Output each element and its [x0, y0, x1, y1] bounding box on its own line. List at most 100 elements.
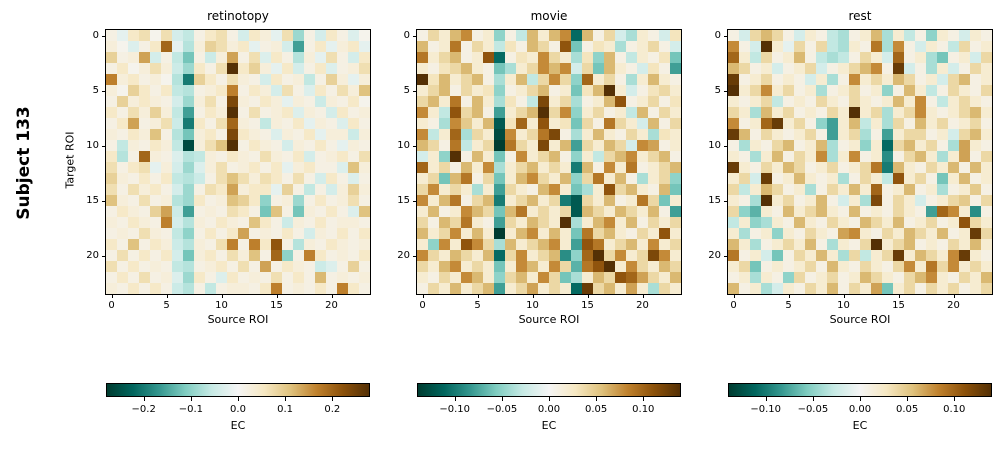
heatmap-cell	[549, 217, 560, 228]
heatmap-cell	[871, 107, 882, 118]
heatmap-cell	[348, 107, 359, 118]
heatmap-cell	[937, 162, 948, 173]
heatmap-cell	[794, 228, 805, 239]
panel-title: rest	[848, 9, 872, 23]
heatmap-cell	[428, 30, 439, 41]
heatmap-cell	[315, 85, 326, 96]
heatmap-cell	[161, 206, 172, 217]
heatmap-cell	[915, 151, 926, 162]
heatmap-cell	[937, 195, 948, 206]
heatmap-cell	[549, 63, 560, 74]
colorbar-tick	[190, 397, 192, 401]
heatmap-cell	[428, 173, 439, 184]
heatmap-cell	[783, 41, 794, 52]
heatmap-cell	[626, 195, 637, 206]
heatmap-cell	[805, 217, 816, 228]
heatmap-cell	[593, 140, 604, 151]
heatmap-cell	[772, 63, 783, 74]
heatmap-cell	[926, 173, 937, 184]
heatmap-cell	[816, 118, 827, 129]
heatmap-cell	[282, 96, 293, 107]
heatmap-cell	[117, 195, 128, 206]
heatmap-cell	[315, 217, 326, 228]
heatmap-cell	[417, 261, 428, 272]
heatmap-cell	[937, 41, 948, 52]
heatmap-cell	[472, 140, 483, 151]
heatmap-cell	[571, 30, 582, 41]
heatmap-cell	[904, 261, 915, 272]
heatmap-cell	[450, 107, 461, 118]
heatmap-cell	[593, 261, 604, 272]
heatmap-cell	[359, 272, 370, 283]
heatmap-cell	[794, 151, 805, 162]
heatmap-cell	[805, 173, 816, 184]
heatmap-cell	[150, 261, 161, 272]
heatmap-cell	[326, 173, 337, 184]
heatmap-cell	[106, 228, 117, 239]
heatmap-cell	[659, 272, 670, 283]
heatmap-cell	[326, 239, 337, 250]
heatmap-cell	[337, 30, 348, 41]
heatmap-cell	[783, 140, 794, 151]
heatmap-cell	[615, 228, 626, 239]
heatmap-cell	[893, 74, 904, 85]
colorbar-tick-label: −0.10	[439, 404, 471, 415]
heatmap-cell	[150, 217, 161, 228]
x-tick-label: 10	[837, 300, 850, 311]
heatmap-cell	[805, 283, 816, 294]
heatmap-cell	[505, 140, 516, 151]
heatmap-cell	[450, 217, 461, 228]
y-tick	[102, 200, 106, 202]
heatmap-cell	[783, 85, 794, 96]
heatmap-cell	[293, 30, 304, 41]
heatmap-cell	[260, 162, 271, 173]
heatmap-cell	[249, 52, 260, 63]
heatmap-cell	[849, 63, 860, 74]
heatmap-cell	[549, 250, 560, 261]
heatmap-cell	[128, 41, 139, 52]
x-tick	[532, 294, 534, 298]
heatmap-cell	[461, 195, 472, 206]
heatmap-cell	[538, 96, 549, 107]
heatmap-cell	[161, 107, 172, 118]
heatmap-cell	[805, 74, 816, 85]
heatmap-cell	[461, 283, 472, 294]
heatmap-cell	[571, 261, 582, 272]
heatmap-cell	[648, 85, 659, 96]
heatmap-cell	[871, 52, 882, 63]
heatmap-cell	[582, 140, 593, 151]
heatmap-cell	[827, 283, 838, 294]
heatmap-cell	[238, 228, 249, 239]
heatmap-cell	[260, 173, 271, 184]
heatmap-cell	[915, 30, 926, 41]
heatmap-cell	[304, 228, 315, 239]
colorbar-tick-label: −0.05	[486, 404, 518, 415]
colorbar-tick	[549, 397, 550, 401]
heatmap-cell	[827, 41, 838, 52]
heatmap-cell	[648, 52, 659, 63]
heatmap-cell	[560, 228, 571, 239]
heatmap-cell	[926, 151, 937, 162]
heatmap-cell	[293, 63, 304, 74]
heatmap-cell	[549, 129, 560, 140]
heatmap-cell	[194, 228, 205, 239]
heatmap-cell	[194, 173, 205, 184]
heatmap-cell	[805, 85, 816, 96]
heatmap-cell	[516, 151, 527, 162]
heatmap-cell	[494, 118, 505, 129]
heatmap-cell	[161, 96, 172, 107]
heatmap-cell	[106, 272, 117, 283]
heatmap-cell	[128, 96, 139, 107]
heatmap-cell	[948, 184, 959, 195]
heatmap-cell	[106, 63, 117, 74]
heatmap-cell	[194, 217, 205, 228]
heatmap-cell	[571, 250, 582, 261]
heatmap-cell	[728, 217, 739, 228]
heatmap-cell	[417, 140, 428, 151]
heatmap-cell	[183, 195, 194, 206]
heatmap-cell	[750, 96, 761, 107]
heatmap-cell	[249, 206, 260, 217]
x-tick-label: 20	[947, 300, 960, 311]
heatmap-cell	[205, 250, 216, 261]
colorbar-tick	[501, 397, 503, 401]
